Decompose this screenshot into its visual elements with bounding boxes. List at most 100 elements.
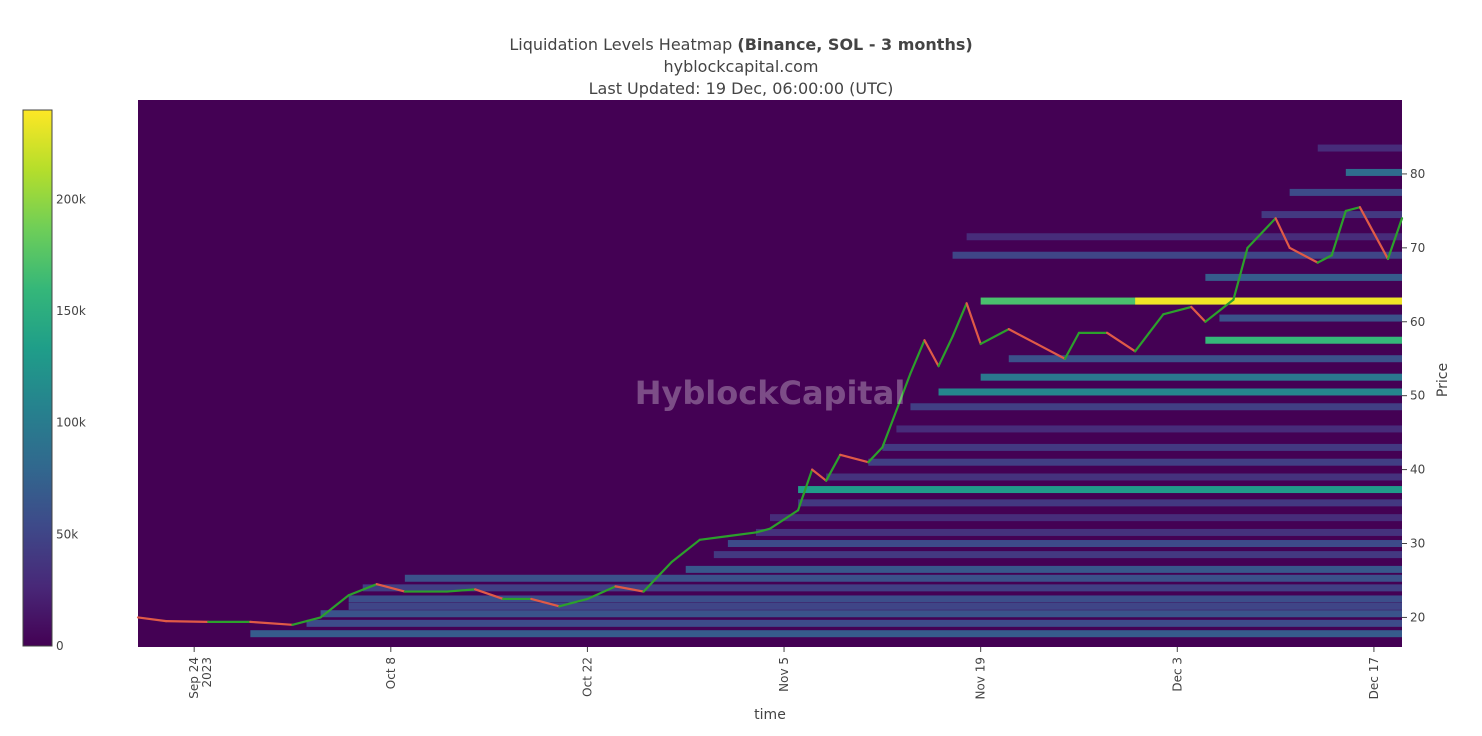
liquidation-band bbox=[798, 486, 1402, 494]
price-segment bbox=[347, 583, 378, 597]
price-segment bbox=[1134, 331, 1151, 353]
price-segment bbox=[1232, 246, 1249, 301]
price-segment bbox=[586, 585, 617, 601]
price-segment bbox=[445, 588, 477, 593]
colorbar-tick-label: 0 bbox=[56, 639, 64, 653]
price-segment bbox=[164, 620, 210, 623]
liquidation-band bbox=[320, 610, 1403, 618]
y-tick-label: 30 bbox=[1410, 537, 1425, 551]
price-segment bbox=[726, 531, 758, 538]
liquidation-band bbox=[362, 584, 1402, 592]
price-segment bbox=[1330, 209, 1347, 257]
y-tick-label: 60 bbox=[1410, 315, 1425, 329]
colorbar-tick-label: 50k bbox=[56, 527, 78, 541]
x-tick-label: Oct 22 bbox=[580, 657, 594, 697]
price-segment bbox=[1162, 305, 1193, 316]
price-segment bbox=[530, 597, 561, 608]
price-segment bbox=[1063, 331, 1081, 360]
liquidation-band bbox=[1008, 355, 1402, 363]
price-segment bbox=[951, 302, 968, 338]
chart-subtitle: hyblockcapital.com bbox=[663, 57, 819, 76]
price-segment bbox=[642, 560, 673, 593]
price-segment bbox=[965, 302, 982, 346]
chart-title-main: Liquidation Levels Heatmap bbox=[509, 35, 738, 54]
liquidation-band bbox=[1261, 211, 1402, 219]
price-segment bbox=[796, 468, 814, 512]
x-tick-label: Oct 8 bbox=[384, 657, 398, 689]
price-segment bbox=[614, 585, 645, 593]
liquidation-band bbox=[1205, 273, 1402, 281]
price-segment bbox=[1288, 246, 1319, 264]
liquidation-band bbox=[685, 565, 1402, 573]
liquidation-band bbox=[952, 251, 1402, 259]
price-segment bbox=[937, 335, 954, 368]
price-segment bbox=[1204, 298, 1235, 323]
liquidation-band bbox=[798, 499, 1402, 507]
plot-area bbox=[136, 100, 1404, 647]
liquidation-band bbox=[770, 514, 1402, 522]
price-segment bbox=[923, 339, 940, 368]
price-segment bbox=[1386, 217, 1404, 261]
x-tick-label: Dec 3 bbox=[1170, 657, 1184, 692]
y-axis-label: Price bbox=[1435, 363, 1451, 397]
price-segment bbox=[375, 583, 406, 593]
liquidation-band bbox=[727, 540, 1402, 548]
price-segment bbox=[1007, 328, 1038, 346]
price-segment bbox=[867, 446, 884, 464]
price-segment bbox=[1274, 217, 1291, 249]
liquidation-band bbox=[1205, 336, 1402, 344]
chart-title: Liquidation Levels Heatmap (Binance, SOL… bbox=[0, 34, 1482, 56]
x-axis-label: time bbox=[754, 707, 786, 723]
price-segment bbox=[1358, 206, 1376, 235]
colorbar-tick-label: 100k bbox=[56, 416, 86, 430]
y-tick-label: 20 bbox=[1410, 610, 1425, 624]
price-segment bbox=[754, 527, 772, 534]
liquidation-band bbox=[1289, 188, 1402, 196]
price-segment bbox=[558, 597, 589, 608]
chart-title-block: Liquidation Levels Heatmap (Binance, SOL… bbox=[0, 34, 1482, 100]
liquidation-band bbox=[1135, 297, 1402, 305]
last-updated: Last Updated: 19 Dec, 06:00:00 (UTC) bbox=[588, 79, 894, 98]
liquidation-band bbox=[896, 425, 1402, 433]
liquidation-band bbox=[755, 528, 1402, 536]
y-tick-label: 40 bbox=[1410, 463, 1425, 477]
liquidation-band bbox=[910, 403, 1402, 411]
liquidation-band bbox=[1317, 144, 1402, 152]
price-segment bbox=[319, 594, 350, 619]
liquidation-band bbox=[1219, 314, 1402, 322]
price-segment bbox=[979, 328, 1010, 346]
price-segment bbox=[249, 620, 294, 626]
price-segment bbox=[895, 372, 912, 412]
x-tick-label: Nov 19 bbox=[974, 657, 988, 700]
y-tick-label: 80 bbox=[1410, 167, 1425, 181]
price-segment bbox=[1035, 342, 1067, 360]
colorbar: 0 50k 100k 150k 200k bbox=[22, 109, 86, 653]
x-tick-year-label: 2023 bbox=[200, 657, 214, 688]
price-segment bbox=[825, 453, 842, 482]
price-segment bbox=[670, 538, 701, 564]
liquidation-band bbox=[868, 458, 1402, 466]
price-segment bbox=[1372, 231, 1390, 261]
liquidation-band bbox=[348, 595, 1403, 603]
liquidation-band bbox=[1345, 168, 1402, 176]
price-segment bbox=[1190, 305, 1207, 323]
price-segment bbox=[698, 535, 729, 541]
liquidation-band bbox=[250, 630, 1402, 638]
liquidation-band bbox=[306, 619, 1402, 627]
liquidation-band bbox=[980, 373, 1402, 381]
y-tick-label: 70 bbox=[1410, 241, 1425, 255]
price-segment bbox=[1246, 217, 1277, 249]
liquidation-band bbox=[882, 443, 1402, 451]
colorbar-gradient bbox=[22, 109, 53, 647]
price-segment bbox=[1344, 206, 1361, 212]
price-segment bbox=[136, 616, 168, 623]
price-segment bbox=[1148, 313, 1165, 334]
liquidation-band bbox=[404, 574, 1402, 582]
liquidation-band bbox=[938, 388, 1402, 396]
colorbar-tick-label: 150k bbox=[56, 304, 86, 318]
liquidation-band bbox=[966, 233, 1402, 241]
chart-title-bold: (Binance, SOL - 3 months) bbox=[737, 35, 973, 54]
price-segment bbox=[1105, 331, 1137, 353]
liquidation-band bbox=[713, 551, 1402, 559]
